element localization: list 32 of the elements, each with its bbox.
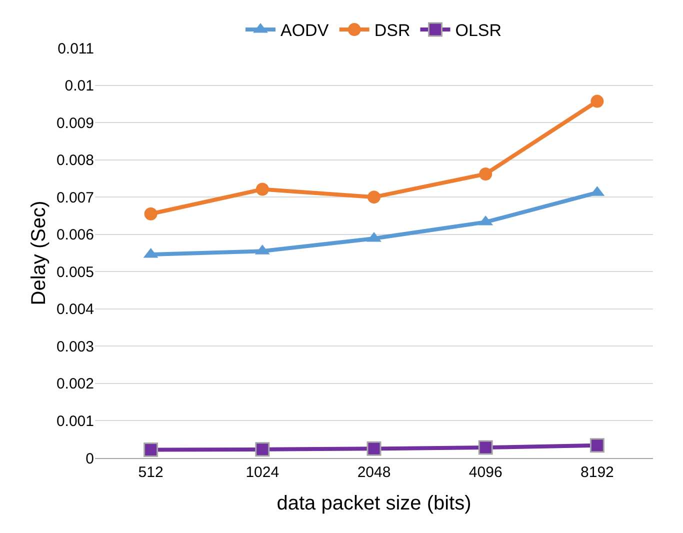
y-tick-label: 0.006 [56,226,94,244]
legend-label: DSR [374,21,410,40]
point [478,440,493,455]
y-tick-label: 0.011 [58,40,94,58]
y-axis-title: Delay (Sec) [28,200,50,306]
y-tick-label: 0.001 [56,412,94,430]
y-tick-label: 0.003 [56,338,94,356]
x-tick-label: 512 [138,464,164,481]
x-tick-label: 8192 [580,464,614,481]
y-tick-label: 0.01 [64,78,94,95]
y-tick-label: 0 [86,450,94,468]
y-tick-label: 0.002 [56,376,94,393]
x-tick-label: 4096 [468,464,502,481]
point [144,442,158,458]
point [479,167,492,180]
point [590,438,604,453]
x-tick-label: 2048 [357,464,391,481]
y-tick-label: 0.009 [56,114,94,132]
point [256,182,269,196]
x-axis-title: data packet size (bits) [276,492,472,514]
y-tick-label: 0.004 [56,301,94,318]
point [144,207,158,220]
legend-label: OLSR [455,21,502,40]
y-tick-label: 0.008 [56,152,94,170]
y-tick-label: 0.005 [56,264,94,281]
point [590,94,604,108]
x-tick-label: 1024 [246,464,280,481]
point [366,441,382,456]
point [255,442,270,457]
legend-label: AODV [280,21,330,40]
y-tick-label: 0.007 [56,189,94,206]
point [368,190,380,204]
